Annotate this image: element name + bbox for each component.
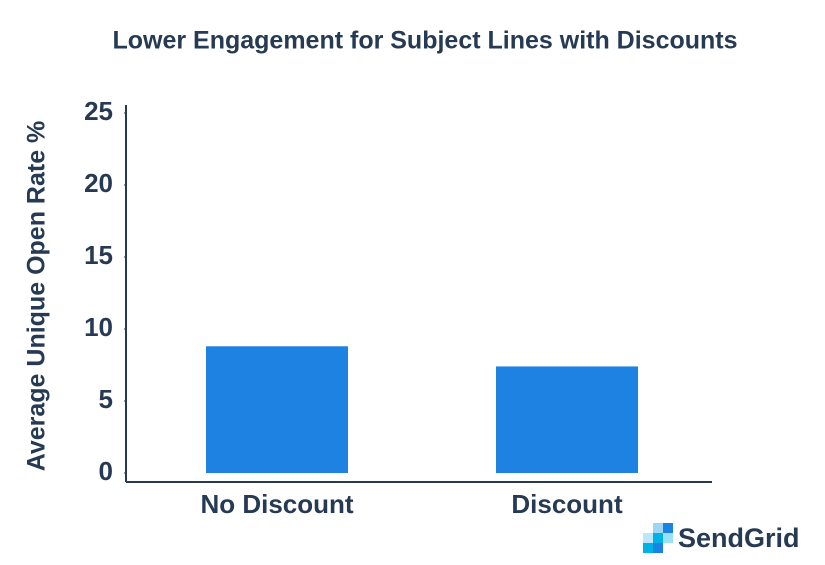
logo: SendGrid [643, 523, 800, 553]
logo-square [653, 533, 663, 543]
chart-title: Lower Engagement for Subject Lines with … [112, 27, 737, 55]
x-tick-label: No Discount [200, 489, 353, 519]
y-tick-label: 25 [84, 96, 113, 126]
logo-text: SendGrid [678, 523, 800, 553]
x-tick-label: Discount [511, 489, 623, 519]
logo-square [653, 543, 663, 553]
y-tick-label: 20 [84, 168, 113, 198]
logo-square [643, 533, 653, 543]
bar [496, 366, 638, 473]
logo-square [663, 523, 673, 533]
y-tick-label: 0 [99, 456, 113, 486]
logo-square [653, 523, 663, 533]
y-axis-label: Average Unique Open Rate % [23, 121, 51, 472]
logo-square [663, 533, 673, 543]
bar [206, 346, 348, 473]
logo-square [643, 543, 653, 553]
y-tick-label: 5 [99, 384, 113, 414]
y-tick-label: 10 [84, 312, 113, 342]
y-tick-label: 15 [84, 240, 113, 270]
